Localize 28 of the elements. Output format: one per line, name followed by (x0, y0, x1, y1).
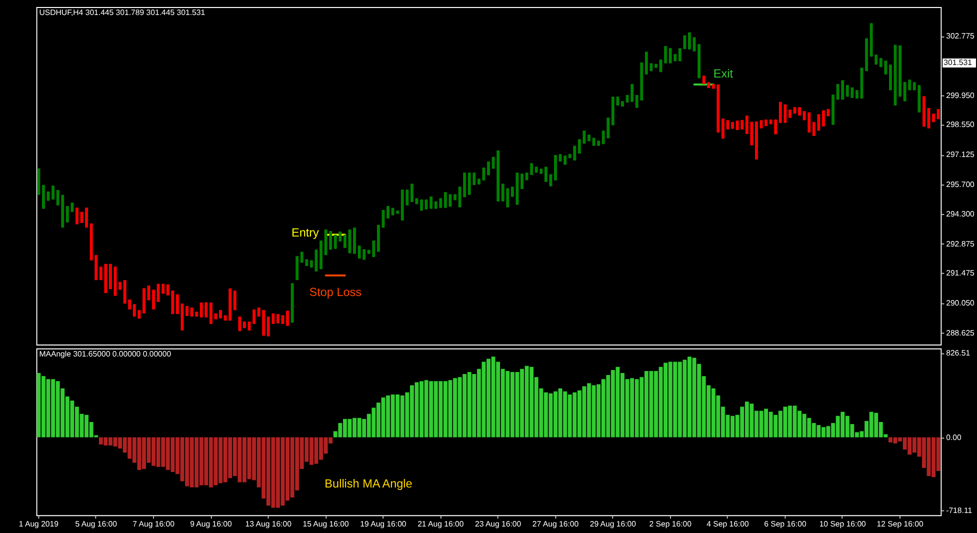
x-tick-label: 9 Aug 16:00 (190, 519, 232, 528)
candlestick (252, 308, 256, 324)
x-tick-label: 29 Aug 16:00 (590, 519, 637, 528)
x-tick-label: 7 Aug 16:00 (132, 519, 176, 528)
x-tick-label: 1 Aug 2019 (18, 519, 58, 528)
y-tick-label: 826.51 (946, 348, 970, 358)
candlestick (286, 310, 289, 326)
x-tick-label: 5 Aug 16:00 (75, 519, 118, 528)
x-tick-label: 10 Sep 16:00 (819, 519, 867, 528)
x-tick-label: 4 Sep 16:00 (706, 519, 750, 528)
annotation: Bullish MA Angle (324, 478, 413, 491)
x-tick-label: 13 Aug 16:00 (245, 519, 292, 528)
x-tick-label: 6 Sep 16:00 (764, 519, 807, 528)
x-tick-label: 2 Sep 16:00 (649, 519, 692, 528)
x-tick-label: 23 Aug 16:00 (474, 519, 522, 528)
candlestick (238, 316, 242, 332)
x-tick-label: 27 Aug 16:00 (532, 519, 580, 528)
x-tick-label: 21 Aug 16:00 (418, 519, 464, 528)
x-tick-label: 19 Aug 16:00 (360, 519, 407, 528)
x-tick-label: 12 Sep 16:00 (876, 519, 924, 528)
candlestick (186, 306, 188, 316)
y-tick-label: 288.625 (946, 328, 976, 338)
y-tick-label: -718.11 (946, 506, 972, 516)
candlestick (209, 302, 212, 324)
candlestick (276, 314, 280, 324)
y-tick-label: 0.00 (946, 432, 962, 442)
chart-title: MAAngle 301.65000 0.00000 0.00000 (39, 349, 172, 358)
x-tick-label: 15 Aug 16:00 (302, 519, 350, 528)
